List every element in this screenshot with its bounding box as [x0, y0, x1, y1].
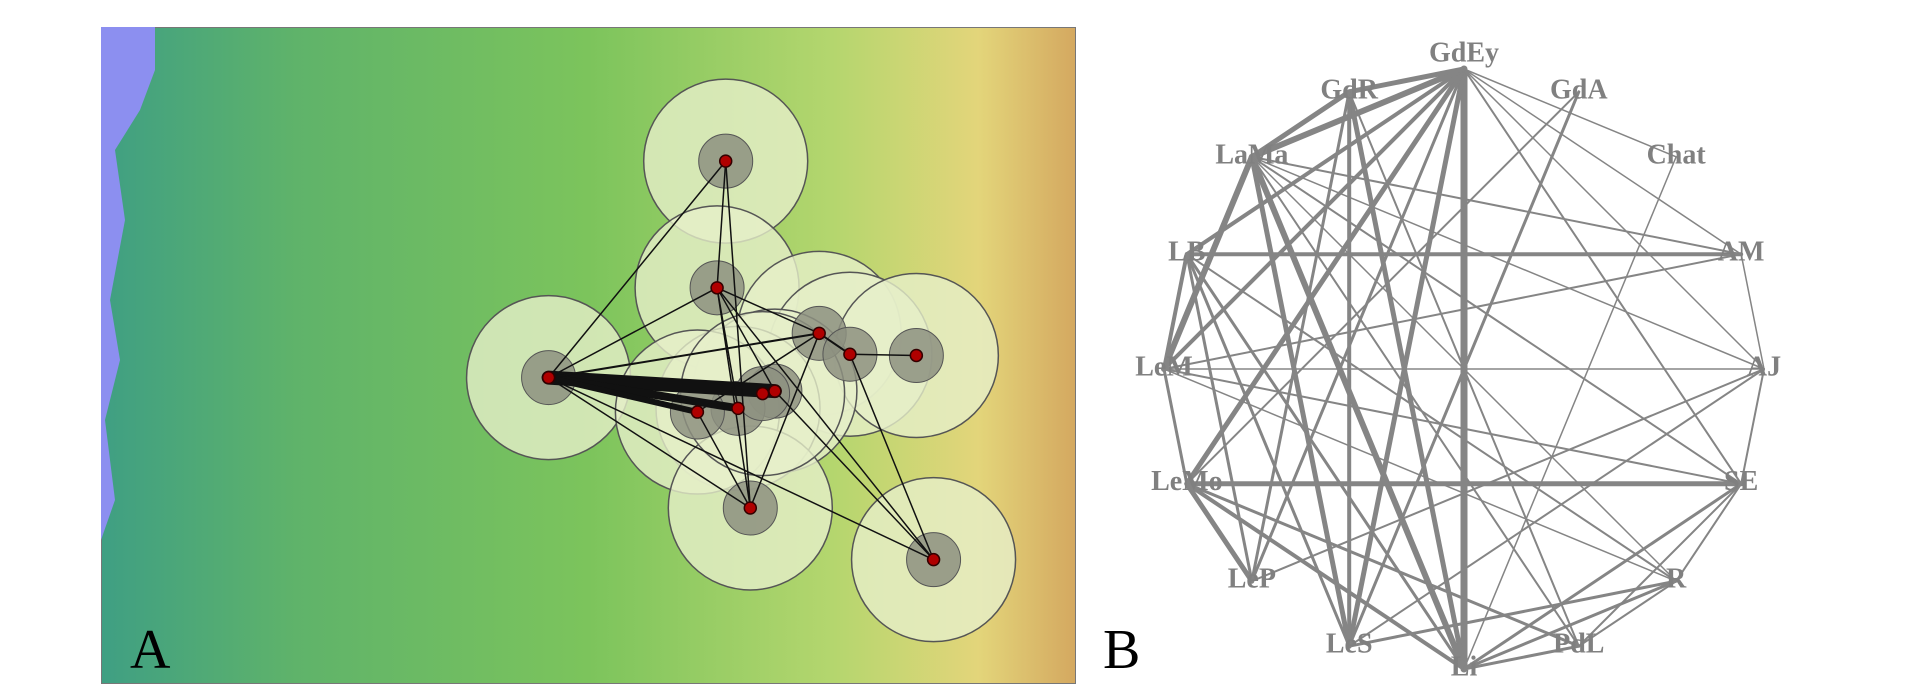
- node-label: R: [1666, 564, 1687, 595]
- network: GdEy GdA Chat AM AJ SE R PdL Li LeS LeP LeMo LeM LB La…: [1135, 37, 1781, 682]
- node-label: Chat: [1647, 139, 1707, 170]
- panel-label: B: [1103, 619, 1140, 681]
- site: [757, 388, 769, 400]
- panel-label: A: [130, 619, 171, 681]
- network-edge: [1464, 69, 1764, 369]
- node-label: LB: [1168, 237, 1205, 268]
- site: [543, 372, 555, 384]
- site: [910, 349, 922, 361]
- map-panel: [101, 27, 1076, 684]
- node-label: AM: [1718, 237, 1765, 268]
- site: [844, 348, 856, 360]
- node-label: GdR: [1320, 74, 1378, 105]
- site: [732, 402, 744, 414]
- node-label: GdEy: [1429, 37, 1499, 68]
- network-edge: [1164, 254, 1741, 369]
- network-edge: [1464, 157, 1676, 669]
- site: [711, 282, 723, 294]
- node-label: Li: [1451, 651, 1478, 682]
- site: [813, 327, 825, 339]
- network-edge: [1464, 69, 1741, 484]
- node-label: LeMo: [1151, 466, 1223, 497]
- site: [769, 385, 781, 397]
- node-label: SE: [1724, 466, 1758, 497]
- node-label: LaMa: [1215, 139, 1288, 170]
- node-label: PdL: [1553, 629, 1604, 660]
- site: [720, 155, 732, 167]
- node-label: GdA: [1550, 74, 1608, 105]
- site: [928, 554, 940, 566]
- node-label: LeP: [1228, 564, 1276, 595]
- node-label: LeM: [1135, 351, 1193, 382]
- network-edge: [1164, 369, 1676, 581]
- site: [744, 502, 756, 514]
- node-label: LeS: [1326, 629, 1373, 660]
- site: [691, 406, 703, 418]
- node-label: AJ: [1747, 351, 1781, 382]
- figure: A B GdEy GdA Chat AM AJ SE R PdL Li LeS LeP LeMo LeM…: [0, 0, 1928, 684]
